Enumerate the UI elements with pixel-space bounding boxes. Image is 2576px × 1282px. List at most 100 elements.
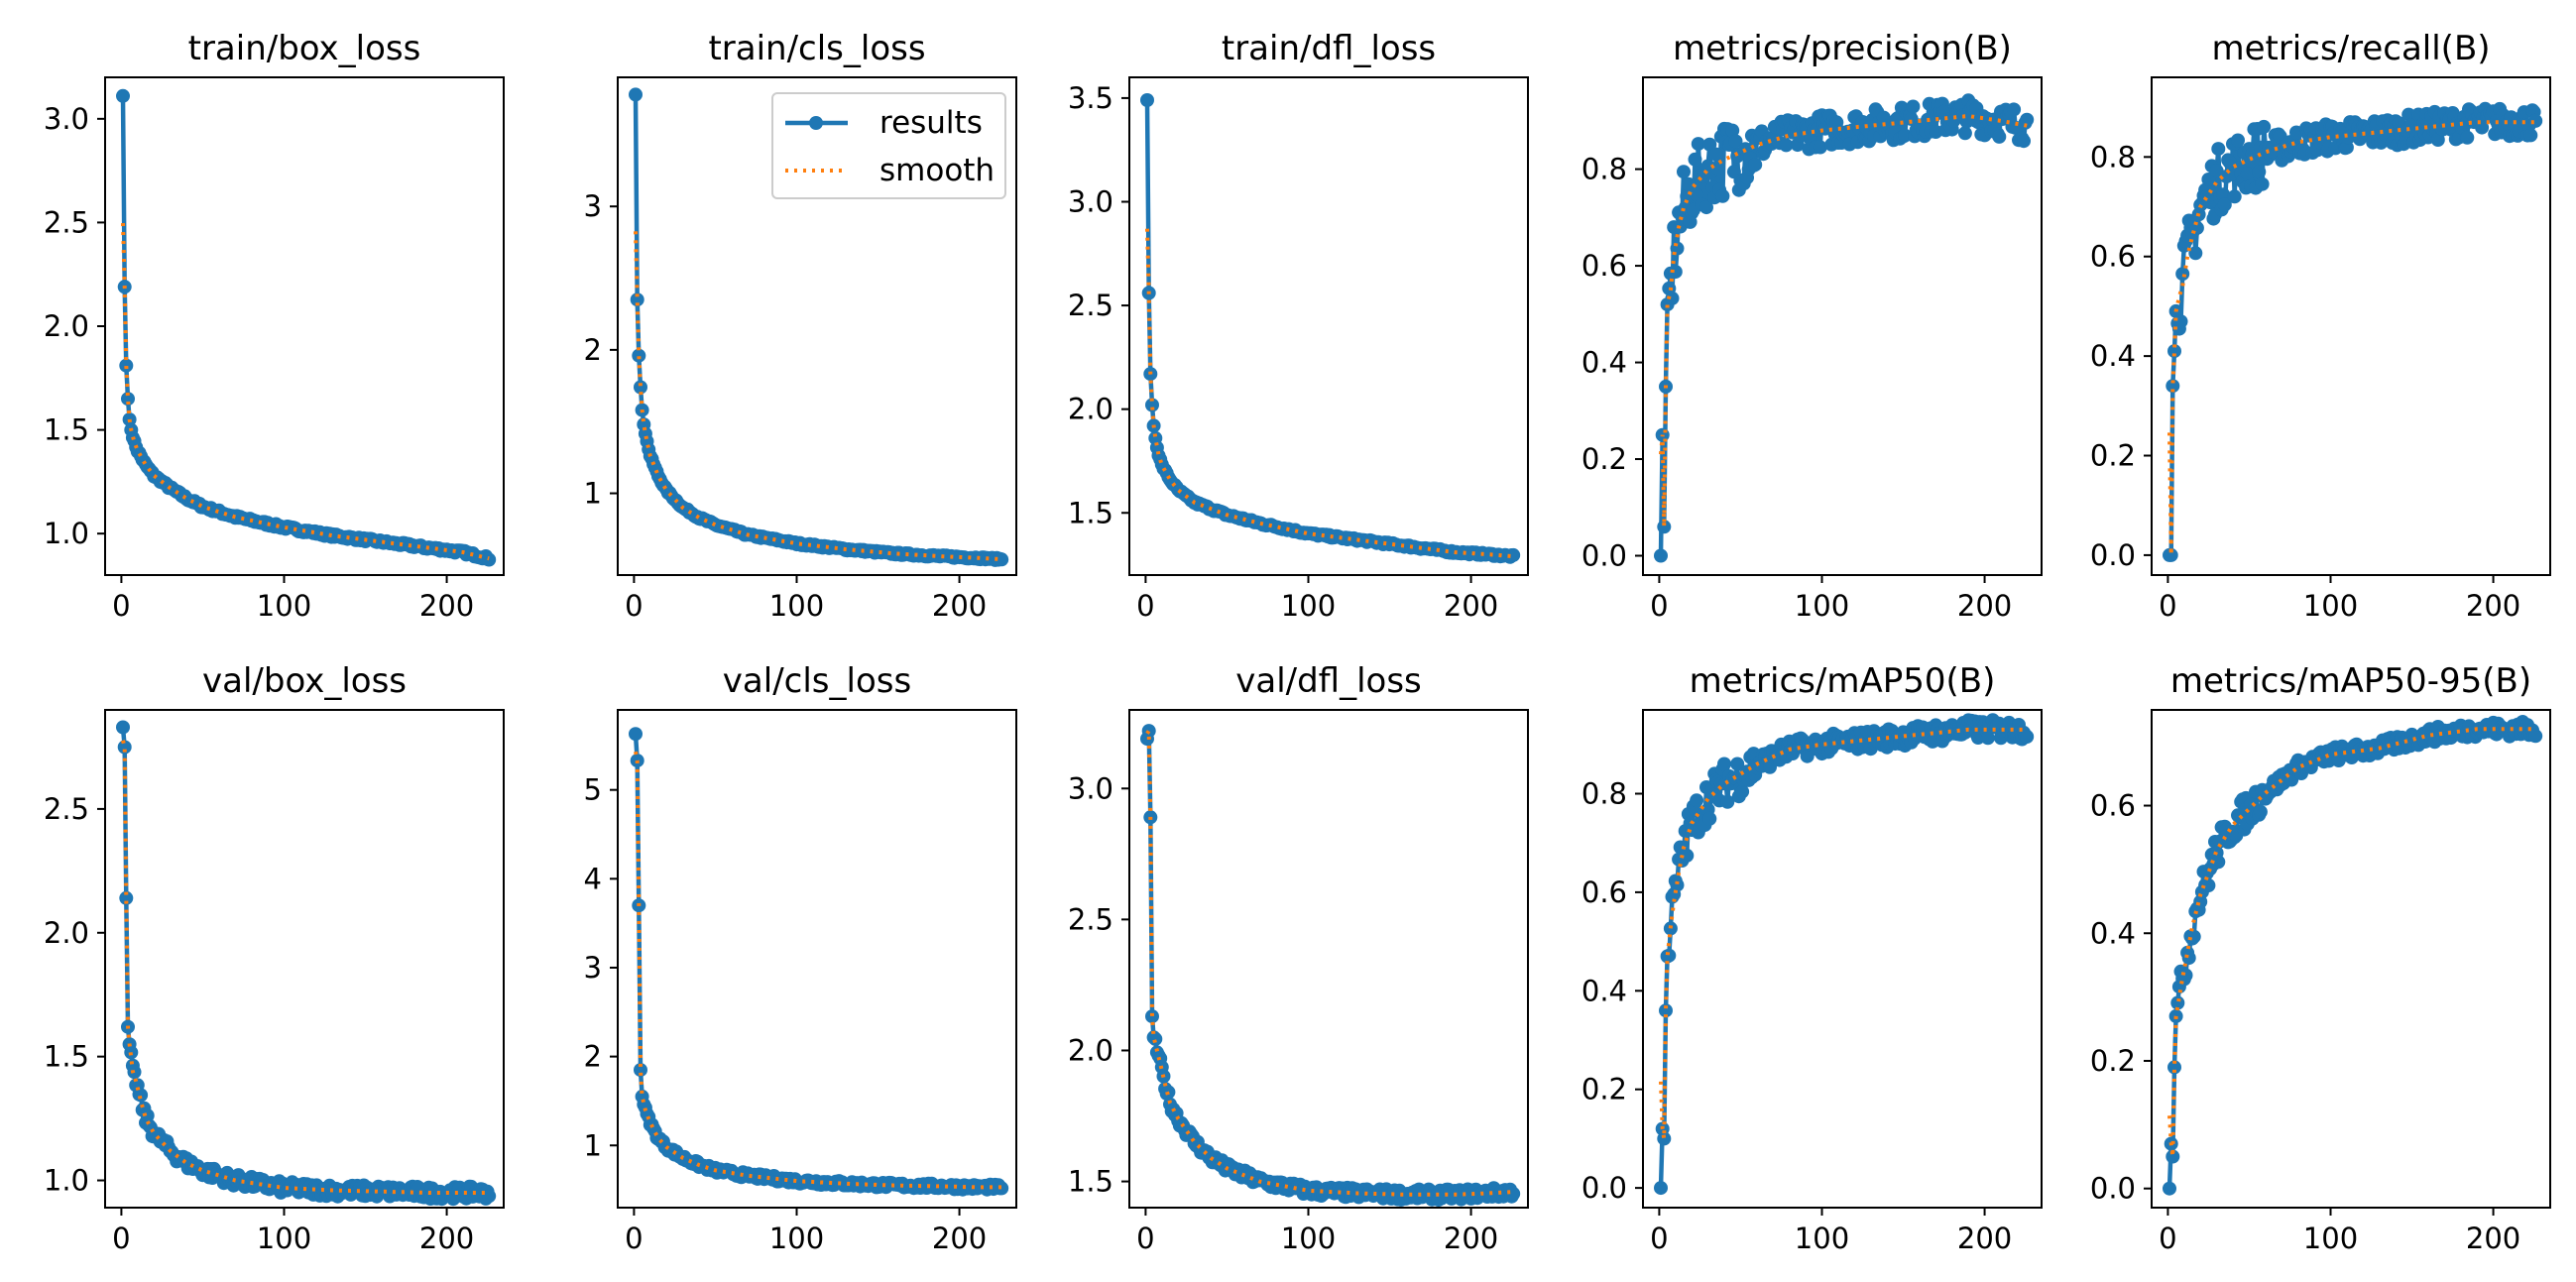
legend-smooth-label: smooth <box>879 153 995 188</box>
y-tick-label: 0.2 <box>2090 439 2136 473</box>
result-point <box>2253 804 2268 819</box>
result-point <box>1654 548 1668 563</box>
result-point <box>2167 344 2181 359</box>
subplot-title: metrics/precision(B) <box>1673 29 2012 68</box>
y-tick-label: 1 <box>584 477 602 511</box>
y-tick-label: 1.5 <box>1068 1165 1113 1199</box>
subplot-title: metrics/mAP50(B) <box>1690 661 1996 701</box>
result-point <box>1145 1009 1159 1024</box>
axes-frame <box>2151 709 2551 1209</box>
result-point <box>2201 173 2216 186</box>
result-point <box>2211 142 2226 157</box>
smooth-line <box>121 223 490 561</box>
results-line <box>2166 719 2536 1189</box>
result-point <box>1800 749 1815 763</box>
y-tick-label: 3 <box>584 951 602 985</box>
x-tick-label: 200 <box>932 1222 987 1255</box>
y-tick-label: 1.5 <box>1068 496 1113 529</box>
result-point <box>2178 968 2193 983</box>
x-tick-label: 100 <box>257 589 311 623</box>
x-tick-label: 0 <box>1136 1222 1154 1255</box>
result-point <box>2227 189 2242 204</box>
x-tick-label: 200 <box>1444 589 1498 623</box>
y-tick-label: 0.8 <box>1581 776 1627 810</box>
result-point <box>1506 547 1521 562</box>
result-point <box>1690 793 1704 808</box>
x-tick-label: 0 <box>112 1222 130 1255</box>
y-tick-label: 5 <box>584 773 602 807</box>
y-tick-label: 0.0 <box>2090 538 2136 572</box>
results-markers <box>629 727 1009 1197</box>
result-point <box>121 392 135 407</box>
results-markers <box>116 88 497 567</box>
x-tick-label: 100 <box>2303 1222 2358 1255</box>
result-point <box>995 1181 1009 1196</box>
result-point <box>2166 379 2180 394</box>
result-point <box>2167 1060 2181 1075</box>
subplot-title: val/cls_loss <box>723 661 911 701</box>
result-point <box>629 87 643 102</box>
result-point <box>2240 167 2255 181</box>
results-markers <box>1654 713 2035 1196</box>
x-tick-label: 200 <box>419 1222 474 1255</box>
x-tick-label: 0 <box>1650 589 1668 623</box>
subplot: 0 100 200 1.0 1.5 2.0 2.5 val/box_loss <box>44 661 505 1255</box>
subplot-title: train/box_loss <box>188 29 421 68</box>
y-tick-label: 0.6 <box>2090 789 2136 823</box>
y-tick-label: 2.0 <box>44 309 89 343</box>
y-tick-label: 3.0 <box>1068 185 1113 219</box>
y-tick-label: 2.5 <box>1068 289 1113 322</box>
result-point <box>1720 794 1735 809</box>
y-tick-label: 1.5 <box>44 1040 89 1074</box>
y-tick-label: 2.5 <box>1068 902 1113 936</box>
x-tick-label: 100 <box>1795 589 1849 623</box>
result-point <box>1681 176 1696 191</box>
result-point <box>1680 848 1695 863</box>
x-tick-label: 0 <box>625 589 643 623</box>
results-line <box>1144 99 1514 560</box>
y-tick-label: 2.5 <box>44 205 89 239</box>
result-point <box>2020 730 2035 744</box>
result-point <box>2164 547 2178 562</box>
subplot: 0 100 200 0.0 0.2 0.4 0.6 0.8 metrics/mAP50(B) <box>1581 661 2043 1255</box>
axes-frame <box>617 709 1017 1209</box>
y-tick-label: 2.0 <box>1068 393 1113 426</box>
x-tick-label: 100 <box>1795 1222 1849 1255</box>
smooth-line <box>121 740 490 1195</box>
x-tick-label: 100 <box>769 589 824 623</box>
axes-frame <box>1128 709 1529 1209</box>
result-point <box>2017 134 2031 149</box>
x-tick-label: 0 <box>2159 1222 2176 1255</box>
result-point <box>634 1063 647 1078</box>
axes-frame <box>1642 709 2043 1209</box>
result-point <box>482 552 497 567</box>
result-point <box>2460 130 2475 145</box>
y-tick-label: 0.0 <box>2090 1172 2136 1206</box>
result-point <box>1140 93 1154 107</box>
y-tick-label: 0.2 <box>2090 1044 2136 1078</box>
subplot: 0 100 200 1.0 1.5 2.0 2.5 3.0 train/box_loss <box>44 29 505 623</box>
result-point <box>116 720 130 735</box>
x-tick-label: 0 <box>112 589 130 623</box>
legend: results smooth <box>771 92 1006 199</box>
legend-results-label: results <box>879 105 983 141</box>
result-point <box>1702 811 1717 826</box>
result-point <box>1728 134 1743 149</box>
y-tick-label: 3.0 <box>1068 771 1113 805</box>
subplot: 0 100 200 1 2 3 4 5 val/cls_loss <box>584 661 1017 1255</box>
result-point <box>1906 99 1921 114</box>
axes-frame <box>104 709 505 1209</box>
x-tick-label: 100 <box>2303 589 2358 623</box>
results-line <box>633 734 1002 1192</box>
result-point <box>2257 119 2272 134</box>
x-tick-label: 200 <box>2466 589 2520 623</box>
axes-frame <box>1642 76 2043 576</box>
result-point <box>1710 161 1725 175</box>
subplot-title: metrics/recall(B) <box>2211 29 2490 68</box>
y-tick-label: 2 <box>584 333 602 367</box>
result-point <box>1141 724 1156 739</box>
x-tick-label: 0 <box>625 1222 643 1255</box>
y-tick-label: 0.4 <box>1581 346 1627 380</box>
result-point <box>2173 314 2188 329</box>
result-point <box>119 890 134 905</box>
